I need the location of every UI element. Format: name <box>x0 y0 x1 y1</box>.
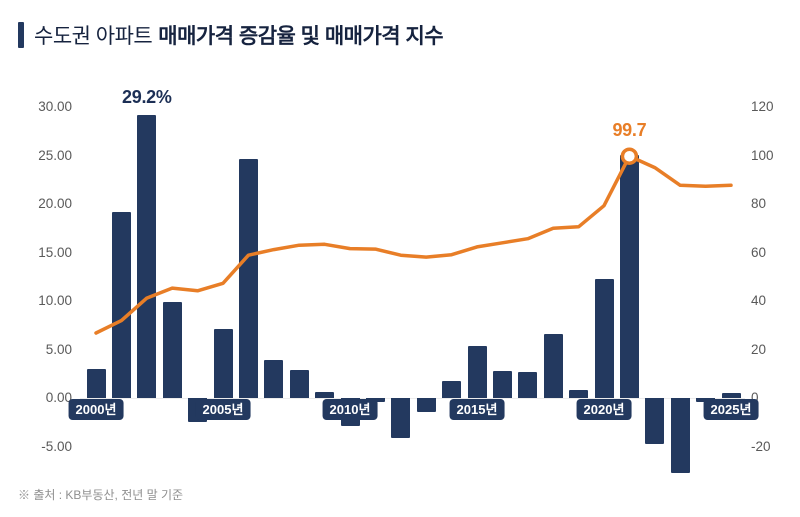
bar-2000 <box>86 368 106 398</box>
bar-2003 <box>162 301 182 398</box>
bar-2018 <box>543 333 563 398</box>
year-badge-2015: 2015년 <box>449 399 505 420</box>
title-regular: 수도권 아파트 <box>34 25 153 48</box>
bar-2025 <box>721 393 741 398</box>
bar-2009 <box>315 392 335 398</box>
bar-2006 <box>238 159 258 398</box>
left-axis-tick: 20.00 <box>38 196 72 211</box>
bar-2019 <box>569 390 589 398</box>
right-axis-tick: 0 <box>751 390 759 405</box>
year-badge-2025: 2025년 <box>703 399 759 420</box>
left-axis-tick: -5.00 <box>41 438 72 454</box>
left-axis-tick: 0.00 <box>45 390 72 405</box>
bar-2013 <box>416 398 436 412</box>
bar-2016 <box>492 370 512 398</box>
right-axis-tick: -20 <box>751 438 771 454</box>
right-axis-tick: 80 <box>751 196 767 211</box>
bar-2015 <box>467 345 487 398</box>
year-badge-2010: 2010년 <box>322 399 378 420</box>
bar-2017 <box>518 371 538 398</box>
title-accent-bar <box>18 22 24 48</box>
bar-2023 <box>670 398 690 473</box>
annotation-2002: 29.2% <box>122 86 172 107</box>
bar-2005 <box>213 329 233 398</box>
zero-baseline <box>80 398 745 399</box>
bar-2022 <box>645 398 665 444</box>
right-axis-tick: 100 <box>751 147 774 163</box>
page-title: 수도권 아파트 매매가격 증감율 및 매매가격 지수 <box>34 20 444 50</box>
bar-2002 <box>137 114 157 398</box>
left-axis-tick: 25.00 <box>38 147 72 163</box>
bar-2007 <box>264 360 284 398</box>
right-axis-tick: 60 <box>751 244 767 260</box>
year-badge-2020: 2020년 <box>576 399 632 420</box>
bar-2008 <box>289 369 309 398</box>
year-badge-2005: 2005년 <box>195 399 251 420</box>
bar-2001 <box>111 211 131 398</box>
bar-2012 <box>391 398 411 438</box>
right-axis-tick: 120 <box>751 99 774 114</box>
right-axis-tick: 20 <box>751 341 767 357</box>
bar-2021 <box>619 154 639 398</box>
left-axis-tick: 5.00 <box>45 341 72 357</box>
bar-2014 <box>442 380 462 398</box>
source-footnote: ※ 출처 : KB부동산, 전년 말 기준 <box>18 488 184 502</box>
left-axis-tick: 30.00 <box>38 99 72 114</box>
bar-2020 <box>594 278 614 398</box>
left-axis-tick: 15.00 <box>38 244 72 260</box>
page-header: 수도권 아파트 매매가격 증감율 및 매매가격 지수 <box>18 20 444 50</box>
year-badge-2000: 2000년 <box>68 399 124 420</box>
title-bold: 매매가격 증감율 및 매매가격 지수 <box>158 25 444 48</box>
annotation-2021: 99.7 <box>612 120 647 141</box>
right-axis-tick: 40 <box>751 293 767 308</box>
left-axis-tick: 10.00 <box>38 293 72 308</box>
